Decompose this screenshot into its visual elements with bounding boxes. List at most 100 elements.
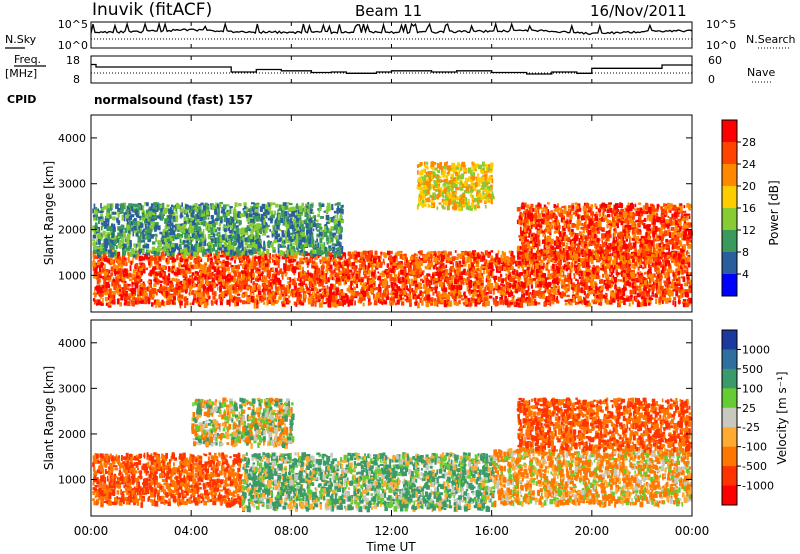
scatter-cell-2126 [222, 277, 225, 283]
scatter-cell-3484 [466, 259, 469, 263]
scatter-cell-4221 [519, 272, 523, 276]
scatter-cell-1981 [561, 291, 564, 294]
scatter-cell-4525 [103, 276, 108, 281]
scatter-cell-4311 [307, 277, 312, 282]
scatter-cell-1694 [643, 272, 646, 275]
scatter-cell-2525 [227, 300, 231, 304]
scatter-cell-1995 [422, 279, 425, 284]
scatter-cell-778 [371, 264, 375, 268]
scatter-cell-2131 [147, 300, 151, 305]
scatter-cell-2471 [124, 293, 129, 299]
scatter-cell-3248 [156, 299, 160, 306]
scatter-cell-2398 [527, 278, 530, 283]
scatter-cell-4375 [554, 285, 558, 288]
scatter-cell-524 [567, 274, 570, 278]
scatter-cell-4323 [295, 291, 298, 297]
scatter-cell-4490 [221, 291, 224, 296]
scatter-cell-1699 [458, 299, 461, 305]
scatter-cell-398 [600, 278, 604, 284]
scatter-cell-2082 [163, 286, 168, 291]
scatter-cell-2110 [503, 278, 506, 282]
scatter-cell-3922 [370, 284, 373, 288]
scatter-cell-3634 [201, 269, 205, 273]
scatter-cell-2596 [178, 264, 181, 269]
scatter-cell-2708 [599, 290, 603, 293]
scatter-cell-2689 [296, 277, 300, 282]
scatter-cell-2491 [484, 295, 487, 299]
scatter-cell-3969 [540, 291, 545, 295]
nsky-tick-high: 10^5 [58, 18, 88, 31]
scatter-cell-4455 [382, 283, 386, 288]
scatter-cell-2831 [249, 272, 253, 279]
scatter-cell-2102 [119, 289, 123, 294]
scatter-cell-4472 [125, 272, 129, 277]
scatter-cell-4084 [147, 259, 152, 262]
scatter-cell-4363 [205, 279, 209, 286]
scatter-cell-2570 [439, 264, 444, 268]
scatter-cell-873 [134, 291, 137, 296]
scatter-cell-4245 [406, 262, 410, 269]
scatter-cell-3657 [533, 278, 536, 281]
scatter-cell-603 [499, 286, 504, 293]
scatter-cell-2739 [318, 289, 322, 292]
scatter-cell-2461 [270, 291, 273, 295]
scatter-cell-2276 [594, 270, 599, 273]
scatter-cell-4261 [266, 269, 270, 275]
scatter-cell-1701 [118, 298, 120, 303]
scatter-cell-4513 [213, 275, 217, 281]
scatter-cell-847 [528, 264, 531, 270]
scatter-cell-4164 [441, 265, 446, 269]
scatter-cell-1506 [668, 294, 671, 299]
nave-tick-high: 60 [708, 54, 722, 67]
scatter-cell-2711 [374, 250, 378, 256]
scatter-cell-2178 [187, 256, 191, 259]
scatter-cell-487 [495, 267, 499, 273]
scatter-cell-3529 [451, 274, 455, 279]
nsearch-label: N.Search [746, 33, 796, 46]
scatter-cell-2123 [457, 266, 461, 272]
scatter-cell-2566 [680, 293, 682, 299]
scatter-cell-1635 [528, 302, 533, 306]
scatter-cell-4429 [383, 270, 387, 273]
scatter-cell-2352 [117, 288, 121, 295]
scatter-cell-1786 [101, 259, 104, 262]
scatter-cell-2658 [683, 265, 687, 269]
scatter-cell-4551 [221, 252, 224, 255]
scatter-cell-1657 [611, 267, 615, 274]
scatter-cell-3763 [120, 264, 124, 268]
scatter-cell-2898 [395, 266, 399, 270]
scatter-cell-2770 [118, 264, 121, 267]
scatter-cell-2896 [318, 252, 320, 259]
scatter-cell-2371 [348, 257, 351, 264]
scatter-cell-4423 [680, 276, 684, 279]
scatter-cell-2357 [399, 294, 402, 300]
scatter-cell-3887 [344, 260, 348, 266]
scatter-cell-1374 [517, 302, 520, 306]
scatter-cell-3618 [505, 285, 509, 288]
scatter-cell-4297 [530, 302, 535, 306]
scatter-cell-214 [166, 300, 170, 305]
scatter-cell-3685 [367, 301, 371, 306]
scatter-cell-3855 [188, 292, 190, 295]
scatter-cell-4266 [256, 271, 261, 274]
scatter-cell-4072 [238, 285, 243, 291]
scatter-cell-4558 [184, 296, 187, 302]
scatter-cell-4473 [458, 263, 461, 268]
scatter-cell-455 [228, 262, 232, 265]
scatter-cell-1118 [682, 299, 687, 302]
scatter-cell-4200 [401, 276, 404, 281]
scatter-cell-4248 [567, 261, 570, 268]
scatter-cell-2604 [391, 297, 395, 301]
scatter-cell-2835 [113, 268, 118, 274]
scatter-cell-3737 [212, 295, 216, 300]
scatter-cell-2593 [315, 293, 317, 299]
scatter-cell-4414 [677, 270, 680, 276]
scatter-cell-3493 [526, 283, 530, 286]
scatter-cell-3764 [441, 298, 443, 303]
scatter-cell-936 [146, 297, 151, 303]
scatter-cell-4153 [685, 294, 689, 298]
scatter-cell-51 [257, 301, 260, 304]
scatter-cell-210 [279, 284, 282, 290]
scatter-cell-2865 [573, 265, 578, 271]
scatter-cell-816 [250, 279, 253, 284]
